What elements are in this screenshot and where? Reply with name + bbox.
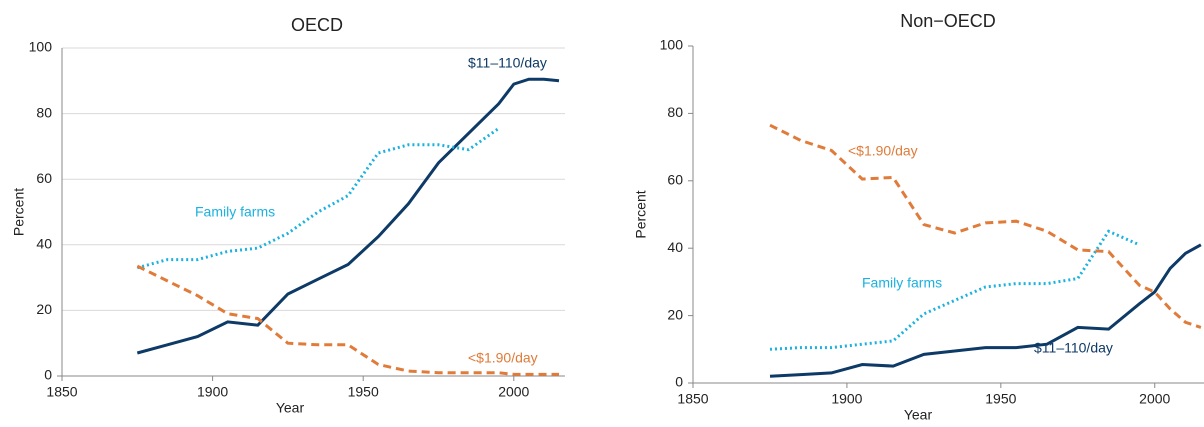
y-axis-label: Percent [633,190,649,238]
series-label: Family farms [862,275,942,291]
y-tick-label: 100 [660,37,684,53]
x-axis-label: Year [904,407,933,423]
x-tick-label: 1950 [348,384,379,400]
x-tick-label: 1850 [677,391,708,407]
y-tick-label: 40 [667,239,683,255]
x-tick-label: 2000 [1139,391,1170,407]
chart-title: Non−OECD [900,11,996,31]
y-tick-label: 20 [36,301,52,317]
series-line [136,77,560,355]
series-label: <$1.90/day [848,143,918,159]
y-tick-label: 60 [667,172,683,188]
y-tick-label: 80 [667,104,683,120]
chart: Non−OECD Year Percent 0 20 40 60 80 100 1850 1900 1… [633,11,1204,423]
plot-area [136,77,560,376]
x-tick-label: 2000 [498,384,529,400]
y-tick-label: 60 [36,170,52,186]
series-label: Family farms [195,204,275,220]
x-tick-label: 1950 [985,391,1016,407]
series-label: $11–110/day [1034,340,1113,356]
y-tick-label: 40 [36,236,52,252]
chart-title: OECD [291,15,343,35]
y-tick-label: 20 [667,306,683,322]
series-line [769,243,1202,378]
series-line [136,127,500,270]
y-tick-label: 0 [44,367,52,383]
series-label: <$1.90/day [468,350,538,366]
series-label: $11–110/day [468,55,547,71]
series-line [769,123,1202,329]
series-line [136,264,559,376]
plot-area [769,123,1202,378]
chart: OECD Year Percent 0 20 40 60 80 100 1850 1900 1950 2… [11,15,565,416]
y-tick-label: 80 [36,104,52,120]
y-axis-label: Percent [11,188,27,236]
x-tick-label: 1900 [197,384,228,400]
y-tick-label: 0 [675,374,683,390]
x-tick-label: 1850 [46,384,77,400]
x-axis-label: Year [276,400,305,416]
series-line [769,229,1141,351]
x-tick-label: 1900 [831,391,862,407]
y-tick-label: 100 [29,39,53,55]
